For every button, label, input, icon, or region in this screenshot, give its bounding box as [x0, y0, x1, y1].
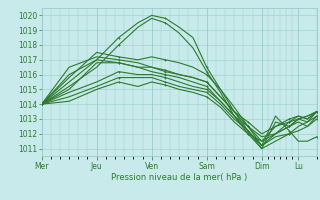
X-axis label: Pression niveau de la mer( hPa ): Pression niveau de la mer( hPa ): [111, 173, 247, 182]
